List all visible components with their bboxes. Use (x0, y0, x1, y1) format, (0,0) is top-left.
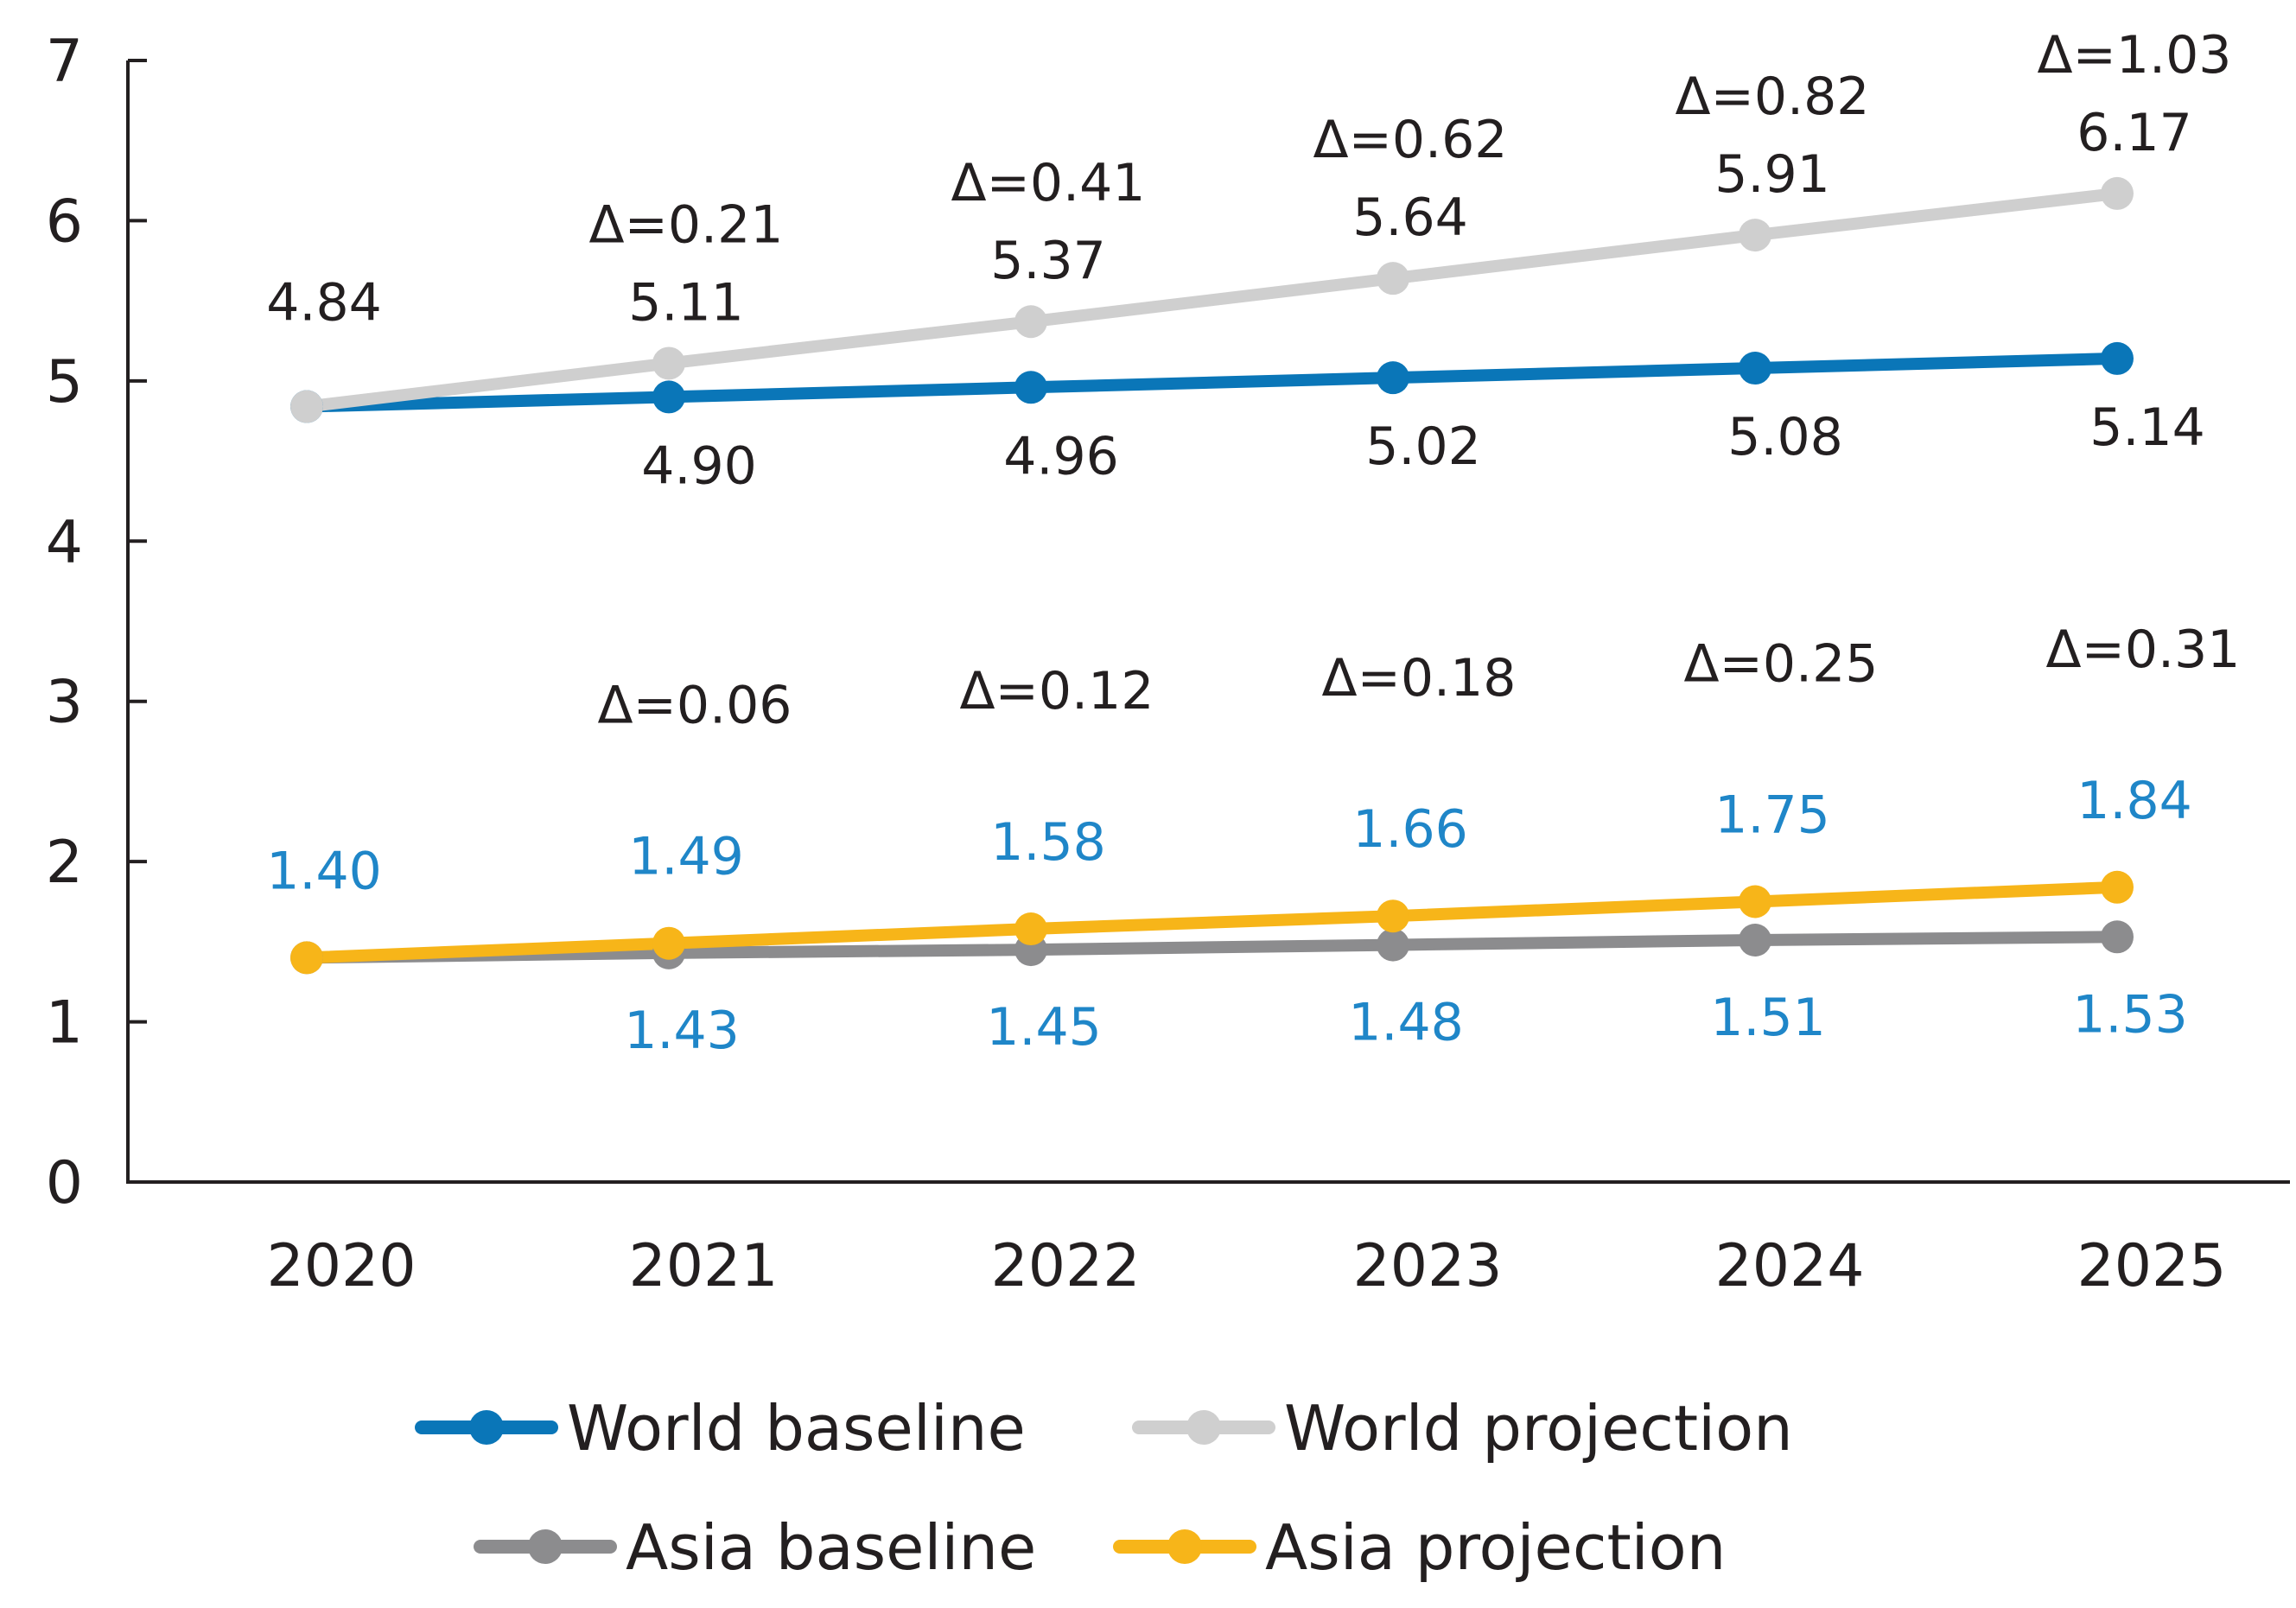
data-label-world-projection: 5.91 (1714, 144, 1830, 205)
data-point-asia-baseline (1739, 924, 1771, 957)
data-point-asia-projection (1377, 899, 1409, 933)
data-label-asia-projection: 1.40 (266, 841, 382, 901)
x-tick-label: 2024 (1714, 1232, 1864, 1300)
x-tick-label: 2022 (990, 1232, 1140, 1300)
delta-label-world: Δ=0.21 (589, 194, 784, 255)
data-point-world-baseline (1014, 371, 1047, 404)
data-label-asia-baseline: 1.43 (624, 1001, 740, 1061)
legend-label: Asia baseline (626, 1511, 1036, 1584)
data-label-world-baseline: 5.14 (2089, 397, 2205, 458)
series-points (290, 176, 2134, 975)
delta-label-world: Δ=0.62 (1313, 110, 1508, 170)
data-label-asia-baseline: 1.45 (986, 997, 1102, 1058)
data-point-asia-baseline (1377, 928, 1409, 962)
delta-label-asia: Δ=0.12 (960, 661, 1154, 721)
delta-label-asia: Δ=0.06 (598, 676, 792, 736)
x-tick-label: 2023 (1352, 1232, 1502, 1300)
data-label-asia-projection: 1.84 (2077, 771, 2192, 831)
data-labels: 4.84 4.90 4.96 5.02 5.08 5.14 5.11 Δ=0.21 5.37 Δ=… (266, 25, 2240, 1061)
data-label-world-baseline: 5.02 (1365, 416, 1481, 477)
data-point-world-projection (1014, 305, 1047, 339)
x-tick-label: 2021 (628, 1232, 778, 1300)
legend-label: World projection (1284, 1392, 1793, 1465)
data-point-world-projection (290, 390, 323, 423)
x-axis-ticks: 2020 2021 2022 2023 2024 2025 (266, 1232, 2226, 1300)
series-lines (301, 187, 2123, 964)
data-label-world-projection: 5.64 (1352, 187, 1468, 248)
y-tick-label: 3 (46, 669, 83, 737)
series-line-world-baseline (301, 352, 2123, 413)
legend-label: World baseline (567, 1392, 1026, 1465)
data-label-world-projection: 5.37 (990, 231, 1106, 291)
y-tick-label: 1 (46, 989, 83, 1058)
y-tick-label: 4 (46, 508, 83, 576)
delta-label-world: Δ=0.82 (1676, 67, 1870, 127)
legend-swatch-marker (1186, 1410, 1221, 1445)
y-tick-label: 0 (46, 1149, 83, 1217)
series-line-asia-baseline (301, 931, 2123, 964)
data-point-world-baseline (2101, 341, 2134, 375)
data-label-world-baseline: 5.08 (1727, 407, 1843, 467)
data-point-world-projection (2101, 176, 2134, 210)
delta-label-world: Δ=1.03 (2038, 25, 2232, 86)
data-label-asia-baseline: 1.53 (2072, 984, 2188, 1045)
delta-label-asia: Δ=0.31 (2046, 620, 2241, 680)
delta-label-asia: Δ=0.18 (1322, 648, 1517, 709)
legend-item-asia-projection: Asia projection (1113, 1511, 1726, 1584)
data-label-world-projection: 5.11 (628, 272, 744, 333)
legend: World baseline World projection Asia basel… (415, 1392, 1793, 1584)
data-label-world-baseline: 4.90 (641, 435, 757, 496)
x-tick-label: 2025 (2077, 1232, 2226, 1300)
delta-label-world: Δ=0.41 (951, 153, 1146, 213)
data-point-world-baseline (1739, 352, 1771, 385)
legend-item-world-baseline: World baseline (415, 1392, 1026, 1465)
legend-item-world-projection: World projection (1132, 1392, 1793, 1465)
y-tick-label: 2 (46, 829, 83, 897)
axes (126, 60, 2290, 1184)
data-label-world-projection: 6.17 (2077, 103, 2192, 163)
data-label-asia-projection: 1.75 (1714, 785, 1830, 846)
data-label-asia-baseline: 1.48 (1348, 993, 1464, 1053)
data-label-asia-baseline: 1.51 (1710, 988, 1826, 1048)
series-line-world-projection (301, 187, 2123, 413)
legend-swatch-marker (469, 1410, 504, 1445)
y-tick-label: 7 (46, 28, 83, 96)
data-point-world-baseline (652, 380, 685, 414)
y-tick-label: 5 (46, 348, 83, 416)
legend-item-asia-baseline: Asia baseline (474, 1511, 1036, 1584)
data-point-asia-projection (652, 926, 685, 960)
series-line-asia-projection (301, 880, 2123, 964)
y-tick-label: 6 (46, 187, 83, 256)
y-axis-ticks: 0 1 2 3 4 5 6 7 (46, 28, 147, 1217)
x-tick-label: 2020 (266, 1232, 416, 1300)
data-label-asia-projection: 1.58 (990, 812, 1106, 873)
legend-swatch-marker (1167, 1529, 1202, 1564)
data-point-world-baseline (1377, 361, 1409, 395)
data-label-asia-projection: 1.49 (628, 827, 744, 887)
data-label-world-baseline: 4.96 (1003, 426, 1119, 486)
data-point-asia-projection (1739, 885, 1771, 918)
data-point-world-projection (1739, 219, 1771, 252)
data-point-world-projection (1377, 262, 1409, 296)
data-label-asia-projection: 1.66 (1352, 799, 1468, 860)
legend-swatch-marker (528, 1529, 563, 1564)
data-point-asia-projection (290, 941, 323, 975)
delta-label-asia: Δ=0.25 (1684, 634, 1879, 695)
data-label-world-baseline: 4.84 (266, 273, 382, 334)
data-point-asia-projection (2101, 870, 2134, 904)
data-point-asia-baseline (2101, 920, 2134, 954)
legend-label: Asia projection (1265, 1511, 1726, 1584)
data-point-asia-projection (1014, 912, 1047, 946)
data-point-world-projection (652, 346, 685, 380)
